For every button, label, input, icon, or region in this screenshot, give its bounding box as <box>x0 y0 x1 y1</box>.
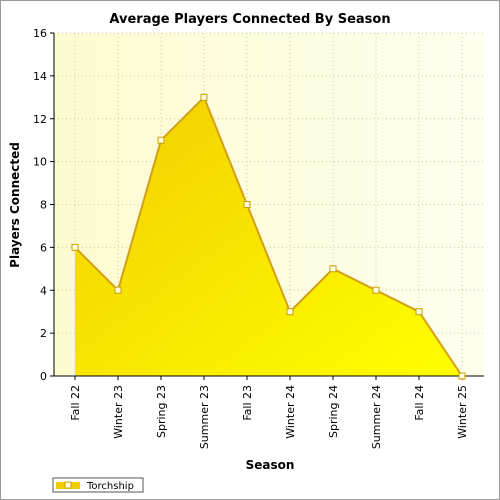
y-tick-label: 8 <box>40 199 47 212</box>
y-tick-label: 0 <box>40 370 47 383</box>
data-point <box>157 136 165 144</box>
y-tick-label: 10 <box>33 156 47 169</box>
x-tick-label: Spring 23 <box>155 385 168 438</box>
x-tick-labels: Fall 22 Winter 23 Spring 23 Summer 23 Fall 2… <box>69 385 469 449</box>
data-point <box>114 286 122 294</box>
series-area <box>74 95 463 377</box>
x-tick-label: Winter 24 <box>284 385 297 439</box>
y-tick-label: 4 <box>40 284 47 297</box>
y-tick-labels: 0 2 4 6 8 10 12 14 16 <box>33 27 47 383</box>
x-tick-label: Fall 24 <box>413 385 426 421</box>
data-point <box>415 308 423 316</box>
y-tick-label: 12 <box>33 113 47 126</box>
data-point <box>329 265 337 273</box>
legend-label: Torchship <box>86 481 134 492</box>
x-tick-label: Fall 23 <box>241 385 254 421</box>
series-area-fill <box>75 97 462 376</box>
y-tick-label: 16 <box>33 27 47 40</box>
x-tick-label: Spring 24 <box>327 385 340 438</box>
data-point <box>286 308 294 316</box>
data-point <box>200 93 208 101</box>
y-axis-title: Players Connected <box>8 142 22 268</box>
axes <box>50 32 484 380</box>
x-tick-label: Winter 23 <box>112 385 125 439</box>
data-markers <box>71 93 466 380</box>
data-point <box>243 201 251 208</box>
series-line <box>74 95 463 377</box>
y-tick-label: 2 <box>40 327 47 340</box>
legend: Torchship <box>52 477 144 493</box>
y-tick-label: 6 <box>40 241 47 254</box>
data-point <box>458 372 466 380</box>
legend-marker <box>64 481 72 489</box>
y-tick-label: 14 <box>33 70 47 83</box>
x-tick-label: Fall 22 <box>69 385 82 421</box>
chart-title: Average Players Connected By Season <box>109 12 390 27</box>
data-point <box>372 286 380 294</box>
x-axis-title: Season <box>246 458 295 472</box>
data-point <box>71 243 79 251</box>
x-tick-label: Summer 23 <box>198 385 211 449</box>
x-tick-label: Winter 25 <box>456 385 469 439</box>
x-tick-label: Summer 24 <box>370 385 383 449</box>
